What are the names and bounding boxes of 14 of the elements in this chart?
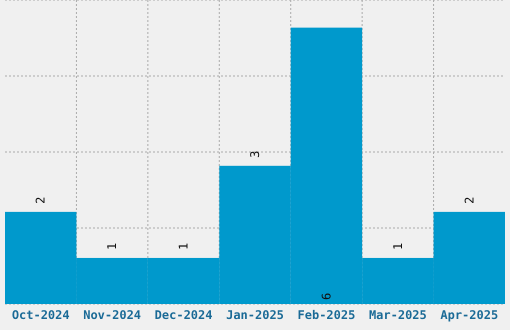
data-label: 1 bbox=[105, 242, 120, 250]
x-tick-label: Feb-2025 bbox=[298, 308, 356, 322]
x-tick-label: Oct-2024 bbox=[12, 308, 70, 322]
data-label: 1 bbox=[176, 242, 191, 250]
data-label: 6 bbox=[319, 292, 334, 300]
x-tick-label: Dec-2024 bbox=[154, 308, 212, 322]
x-tick-label: Mar-2025 bbox=[368, 308, 427, 322]
x-tick-label: Nov-2024 bbox=[83, 308, 142, 322]
x-tick-label: Apr-2025 bbox=[440, 308, 498, 322]
data-label: 2 bbox=[34, 196, 48, 204]
data-label: 2 bbox=[462, 196, 476, 204]
data-label: 1 bbox=[390, 242, 405, 250]
x-tick-label: Jan-2025 bbox=[226, 308, 284, 322]
data-label: 3 bbox=[248, 150, 262, 158]
